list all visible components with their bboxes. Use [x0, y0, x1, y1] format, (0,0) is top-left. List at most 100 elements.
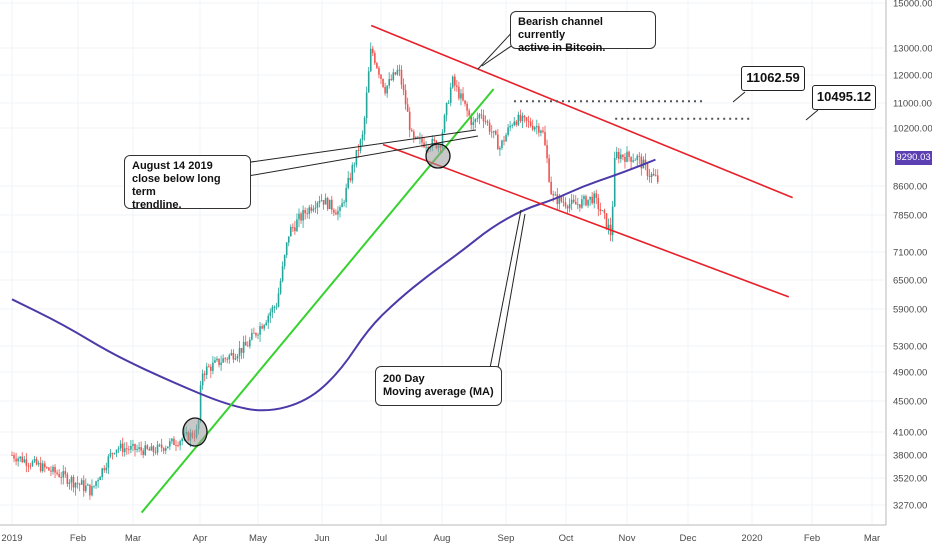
price-tick-label: 12000.00 — [893, 71, 932, 82]
candle-body — [68, 482, 71, 484]
candle-body — [529, 121, 532, 126]
candle-body — [105, 467, 108, 471]
candle-body — [597, 198, 600, 210]
candle-body — [581, 199, 583, 208]
candle-body — [249, 339, 251, 347]
candle-body — [99, 476, 101, 481]
candle-body — [513, 121, 516, 126]
candle-body — [324, 197, 327, 205]
candle-body — [380, 74, 382, 79]
candle-body — [585, 196, 587, 206]
candle-body — [542, 130, 544, 133]
candle-body — [244, 341, 247, 346]
candle-body — [111, 453, 114, 454]
candle-body — [337, 211, 339, 215]
candle-body — [378, 67, 380, 75]
candle-body — [636, 155, 639, 160]
candle-body — [595, 193, 598, 199]
candle-body — [21, 456, 24, 463]
candle-body — [128, 448, 130, 450]
candle-body — [593, 193, 595, 204]
candle-body — [392, 72, 395, 80]
price-tick-label: 5900.00 — [893, 305, 927, 316]
candle-body — [41, 463, 44, 472]
candle-body — [562, 201, 565, 203]
candle-body — [31, 461, 34, 466]
candle-body — [148, 448, 151, 451]
price-axis: 3270.00 3520.00 3800.00 4100.00 4500.00 4900.… — [893, 0, 932, 512]
trendline-break-ellipse — [425, 143, 451, 169]
candle-body — [300, 213, 302, 221]
price-tick-label: 7850.00 — [893, 211, 927, 222]
candle-body — [130, 445, 132, 450]
candle-body — [238, 347, 241, 357]
time-tick-label: May — [249, 533, 267, 544]
candle-body — [74, 482, 77, 488]
candle-body — [25, 459, 28, 466]
candle-body — [56, 472, 58, 474]
candle-body — [316, 202, 319, 208]
candle-body — [490, 131, 493, 133]
candle-body — [80, 480, 83, 485]
candle-body — [222, 358, 224, 363]
candle-body — [367, 71, 370, 93]
candle-body — [583, 196, 585, 200]
candle-body — [232, 352, 235, 360]
time-tick-label: Aug — [434, 533, 451, 544]
candle-body — [123, 448, 126, 453]
candle-body — [404, 90, 407, 105]
candle-body — [347, 177, 349, 188]
candle-body — [349, 177, 352, 181]
candle-body — [343, 202, 345, 204]
candle-body — [29, 465, 32, 467]
candle-body — [591, 196, 593, 204]
candle-body — [331, 199, 333, 210]
candle-body — [302, 210, 304, 221]
candle-body — [60, 476, 62, 478]
candle-body — [181, 438, 183, 442]
candle-body — [394, 72, 397, 75]
time-tick-label: 2019 — [1, 533, 22, 544]
candle-body — [410, 130, 413, 132]
candle-body — [230, 352, 233, 356]
time-tick-label: Dec — [680, 533, 697, 544]
candles — [11, 42, 659, 500]
candle-body — [447, 102, 450, 104]
candle-body — [353, 164, 356, 166]
candle-body — [357, 149, 360, 151]
moving-average-callout: 200 Day Moving average (MA) — [375, 366, 502, 406]
candle-body — [626, 151, 628, 162]
candle-body — [538, 126, 540, 133]
candle-body — [615, 151, 618, 158]
candle-body — [285, 242, 288, 256]
candle-body — [408, 111, 411, 131]
price-tick-label: 8600.00 — [893, 182, 927, 193]
candle-body — [566, 206, 569, 209]
candle-body — [618, 151, 620, 159]
candle-body — [216, 358, 218, 361]
candle-body — [540, 130, 542, 133]
candle-body — [548, 158, 550, 182]
candle-body — [308, 207, 311, 214]
grid — [0, 0, 886, 525]
candle-body — [386, 85, 388, 94]
time-tick-label: Feb — [804, 533, 820, 544]
candle-body — [341, 203, 343, 208]
candle-body — [263, 325, 265, 329]
channel-callout: Bearish channel currently active in Bitc… — [510, 11, 656, 54]
candle-body — [369, 48, 372, 72]
candle-body — [640, 156, 643, 169]
candle-body — [462, 93, 464, 101]
candle-body — [33, 458, 36, 462]
candle-body — [242, 341, 245, 353]
time-tick-label: Apr — [193, 533, 208, 544]
price-tick-label: 5300.00 — [893, 342, 927, 353]
candle-body — [322, 200, 325, 205]
candle-body — [290, 226, 292, 237]
candle-body — [613, 157, 616, 207]
candle-body — [544, 132, 546, 146]
time-tick-label: Mar — [864, 533, 880, 544]
candle-body — [599, 209, 602, 212]
candle-body — [142, 450, 144, 455]
